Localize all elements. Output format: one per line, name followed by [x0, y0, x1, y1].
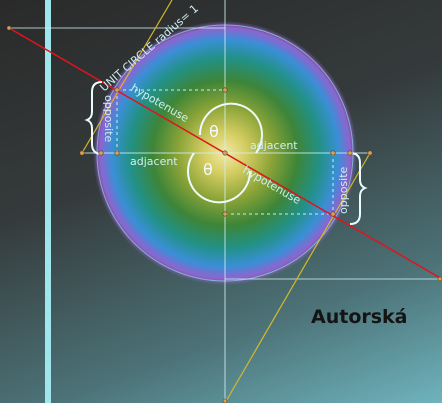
point-right-brace — [347, 150, 353, 156]
theta-label-upper: θ — [209, 122, 219, 141]
point-markers — [6, 25, 442, 403]
left-vertical-bar — [45, 0, 51, 403]
point-left-upper — [98, 150, 104, 156]
adjacent-label-left: adjacent — [130, 155, 178, 168]
opposite-label-right: opposite — [337, 166, 350, 214]
point-secant-end — [437, 276, 442, 282]
tangent-lines — [81, 0, 371, 403]
point-right-foot — [330, 150, 336, 156]
opposite-brace-left — [84, 81, 103, 155]
point-origin — [222, 150, 228, 156]
point-tangent-bottom — [222, 398, 228, 403]
point-upper-circle — [114, 87, 120, 93]
point-right-tangent — [367, 150, 373, 156]
point-secant-start — [6, 25, 12, 31]
opposite-brace-right — [349, 152, 368, 225]
opposite-label-left: opposite — [102, 95, 115, 143]
author-signature: Autorská — [311, 306, 408, 328]
tangent-line-upper — [81, 0, 173, 154]
point-lower-axis — [222, 211, 228, 217]
adjacent-label-right: adjacent — [250, 139, 298, 152]
point-left-tangent — [79, 150, 85, 156]
tangent-line-lower — [224, 152, 371, 403]
point-upper-axis — [222, 87, 228, 93]
point-left-foot — [114, 150, 120, 156]
theta-label-lower: θ — [203, 160, 213, 179]
angle-arc-upper — [198, 102, 263, 154]
angle-arc-lower — [187, 152, 252, 204]
point-lower-circle — [330, 211, 336, 217]
